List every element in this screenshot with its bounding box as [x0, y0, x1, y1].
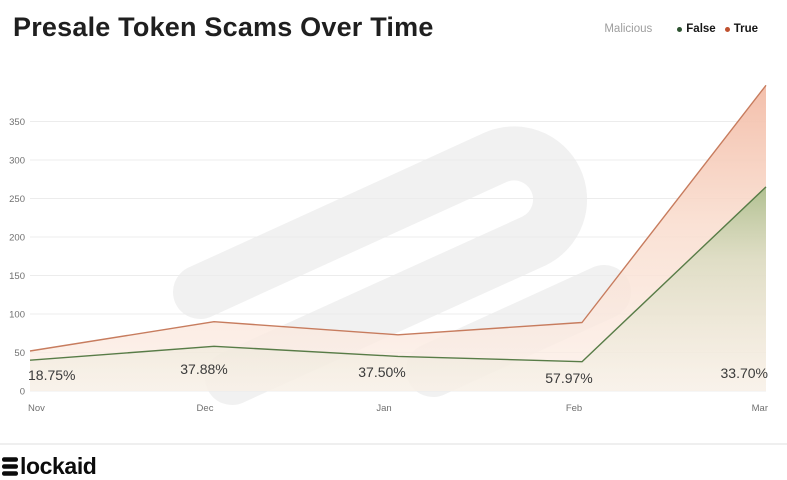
- percent-label: 37.50%: [358, 364, 405, 380]
- percent-label: 33.70%: [721, 365, 768, 381]
- y-tick-label: 200: [9, 233, 25, 244]
- chart-legend: Malicious False True: [604, 22, 758, 36]
- legend-dot-true-icon: [724, 26, 730, 32]
- footer: lockaid: [0, 443, 787, 480]
- y-tick-label: 150: [9, 271, 25, 282]
- line-true: [29, 84, 767, 352]
- percent-label: 57.97%: [545, 370, 592, 386]
- blockaid-logo: lockaid: [2, 453, 97, 480]
- legend-item-true-label: True: [733, 23, 758, 35]
- y-tick-label: 300: [9, 156, 25, 167]
- x-tick-label: Mar: [752, 403, 768, 414]
- legend-dot-false-icon: [677, 26, 683, 32]
- blockaid-logo-icon: [2, 457, 18, 476]
- x-tick-label: Nov: [28, 403, 45, 414]
- line-false: [29, 186, 767, 363]
- blockaid-logo-text: lockaid: [20, 453, 97, 479]
- y-tick-label: 50: [14, 348, 25, 359]
- y-tick-label: 100: [9, 310, 25, 321]
- legend-item-true[interactable]: True: [724, 22, 758, 36]
- y-tick-label: 350: [9, 117, 25, 128]
- watermark-blockaid-emblem: [173, 126, 588, 405]
- y-tick-label: 250: [9, 194, 25, 205]
- legend-item-false[interactable]: False: [677, 22, 716, 36]
- x-tick-label: Dec: [197, 403, 214, 414]
- legend-item-false-label: False: [686, 23, 716, 35]
- percent-label: 37.88%: [180, 361, 227, 377]
- percent-label: 18.75%: [28, 367, 75, 383]
- page-title: Presale Token Scams Over Time: [13, 12, 434, 42]
- legend-group-label: Malicious: [604, 23, 653, 35]
- y-tick-label: 0: [20, 387, 25, 398]
- area-chart: 0 50 100 150 200 250 300 350 18.75% 37.88% 37.50% 5…: [9, 84, 768, 414]
- x-tick-label: Feb: [566, 403, 582, 414]
- x-tick-label: Jan: [376, 403, 391, 414]
- area-false: [30, 186, 766, 391]
